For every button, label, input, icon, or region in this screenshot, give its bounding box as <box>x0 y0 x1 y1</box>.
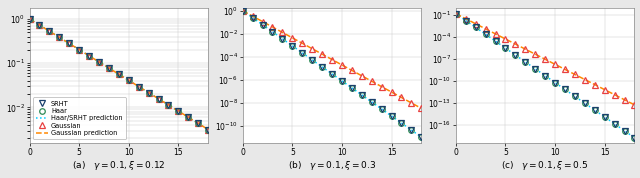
X-axis label: (b)   $\gamma = 0.1, \xi = 0.3$: (b) $\gamma = 0.1, \xi = 0.3$ <box>288 159 376 172</box>
X-axis label: (c)   $\gamma = 0.1, \xi = 0.5$: (c) $\gamma = 0.1, \xi = 0.5$ <box>501 159 589 172</box>
X-axis label: (a)   $\gamma = 0.1, \xi = 0.12$: (a) $\gamma = 0.1, \xi = 0.12$ <box>72 159 166 172</box>
Legend: SRHT, Haar, Haar/SRHT prediction, Gaussian, Gaussian prediction: SRHT, Haar, Haar/SRHT prediction, Gaussi… <box>33 98 126 140</box>
